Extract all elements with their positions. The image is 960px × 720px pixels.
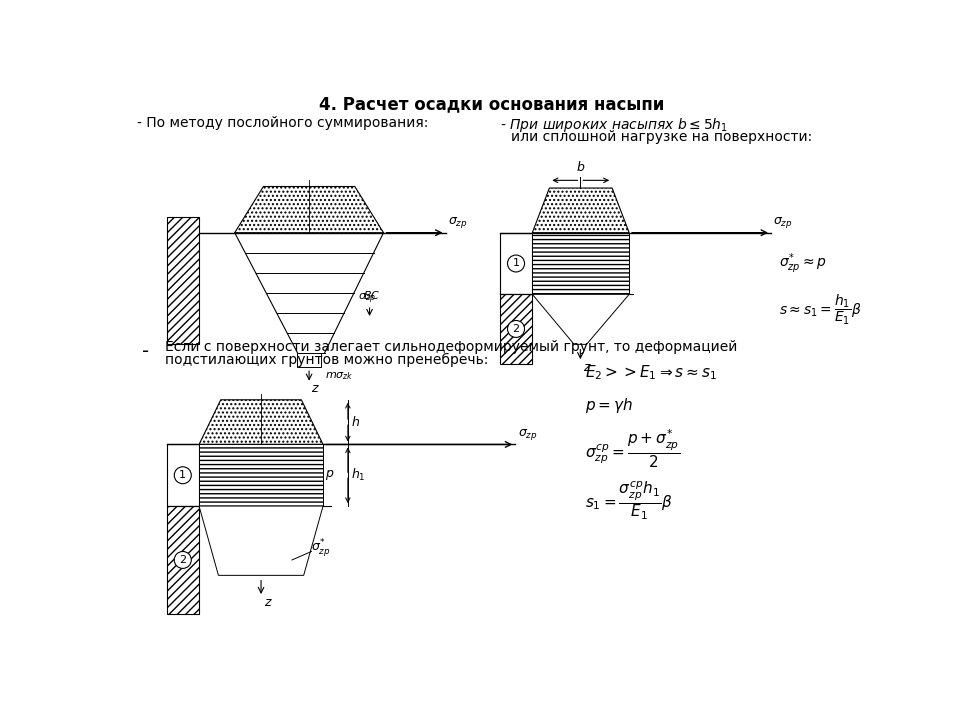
Text: 2: 2 [180, 555, 186, 565]
Text: $s_1 = \dfrac{\sigma^{cp}_{zp} h_1}{E_1}\beta$: $s_1 = \dfrac{\sigma^{cp}_{zp} h_1}{E_1}… [585, 479, 673, 522]
Circle shape [508, 255, 524, 272]
Text: $h$: $h$ [351, 415, 360, 429]
Circle shape [175, 552, 191, 568]
Text: $b$: $b$ [576, 160, 585, 174]
Text: или сплошной нагрузке на поверхности:: или сплошной нагрузке на поверхности: [512, 130, 812, 143]
Text: $\sigma_{zp}$: $\sigma_{zp}$ [517, 427, 538, 442]
Text: 2: 2 [513, 324, 519, 334]
Text: $p$: $p$ [325, 468, 335, 482]
Bar [500, 294, 532, 364]
Text: Если с поверхности залегает сильнодеформируемый грунт, то деформацией: Если с поверхности залегает сильнодеформ… [165, 341, 737, 354]
Text: $\sigma^{*}_{zp} \approx p$: $\sigma^{*}_{zp} \approx p$ [779, 251, 827, 276]
Text: подстилающих грунтов можно пренебречь:: подстилающих грунтов можно пренебречь: [165, 353, 489, 367]
Text: 4. Расчет осадки основания насыпи: 4. Расчет осадки основания насыпи [320, 96, 664, 114]
Text: $\sigma_{zp}$: $\sigma_{zp}$ [447, 215, 468, 230]
Text: $m\sigma_{zk}$: $m\sigma_{zk}$ [324, 371, 353, 382]
Text: -: - [142, 342, 149, 361]
Bar [532, 233, 629, 294]
Polygon shape [166, 217, 199, 344]
Circle shape [175, 467, 191, 484]
Polygon shape [234, 186, 383, 233]
Text: - При широких насыпях $b\leq5h_1$: - При широких насыпях $b\leq5h_1$ [500, 116, 728, 134]
Circle shape [508, 320, 524, 338]
Polygon shape [532, 294, 629, 344]
Bar [166, 444, 199, 506]
Text: $\sigma^{cp}_{zp} = \dfrac{p + \sigma^{*}_{zp}}{2}$: $\sigma^{cp}_{zp} = \dfrac{p + \sigma^{*… [585, 428, 680, 470]
Bar [500, 233, 532, 294]
Polygon shape [199, 400, 324, 444]
Text: 1: 1 [513, 258, 519, 269]
Text: - По методу послойного суммирования:: - По методу послойного суммирования: [137, 116, 428, 130]
Text: $h_1$: $h_1$ [351, 467, 366, 483]
Text: 1: 1 [180, 470, 186, 480]
Text: $\sigma_{zp}$: $\sigma_{zp}$ [774, 215, 793, 230]
Polygon shape [532, 188, 629, 233]
Bar [298, 353, 321, 366]
Text: $z$: $z$ [264, 596, 273, 609]
Bar [199, 444, 324, 506]
Bar [166, 506, 199, 614]
Polygon shape [199, 506, 324, 575]
Text: $z$: $z$ [584, 361, 592, 374]
Text: $BC$: $BC$ [363, 289, 381, 301]
Text: $\sigma^{*}_{zp}$: $\sigma^{*}_{zp}$ [311, 537, 331, 559]
Text: $E_2 >> E_1 \Rightarrow s \approx s_1$: $E_2 >> E_1 \Rightarrow s \approx s_1$ [585, 364, 717, 382]
Text: $z$: $z$ [311, 382, 321, 395]
Text: $s \approx s_1 = \dfrac{h_1}{E_1}\beta$: $s \approx s_1 = \dfrac{h_1}{E_1}\beta$ [779, 292, 861, 327]
Text: $\sigma_{zp}$: $\sigma_{zp}$ [358, 292, 375, 306]
Text: $p = \gamma h$: $p = \gamma h$ [585, 396, 633, 415]
